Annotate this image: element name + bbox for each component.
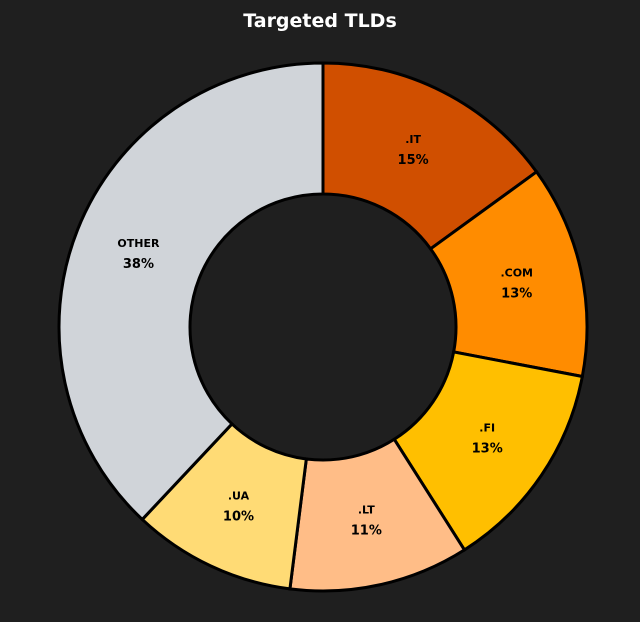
slice-other — [57, 61, 325, 522]
slice-it — [321, 61, 539, 251]
slice-label-other: OTHER — [117, 237, 160, 250]
slice-value-it: 15% — [398, 153, 429, 168]
slice-value-other: 38% — [123, 257, 154, 272]
slice-label-lt: .LT — [358, 504, 375, 517]
slice-value-lt: 11% — [351, 524, 382, 539]
slice-label-ua: .UA — [228, 490, 250, 503]
slice-label-fi: .FI — [479, 422, 495, 435]
slice-value-ua: 10% — [223, 510, 254, 525]
chart-title: Targeted TLDs — [243, 10, 397, 32]
slice-label-it: .IT — [405, 133, 421, 146]
labels-group: .IT 15% .COM 13% .FI 13% .LT 11% .UA 10% OTHER 38% — [117, 133, 533, 539]
slice-label-com: .COM — [500, 267, 533, 280]
slice-value-com: 13% — [501, 287, 532, 302]
slice-value-fi: 13% — [472, 442, 503, 457]
slices-group — [57, 61, 589, 593]
